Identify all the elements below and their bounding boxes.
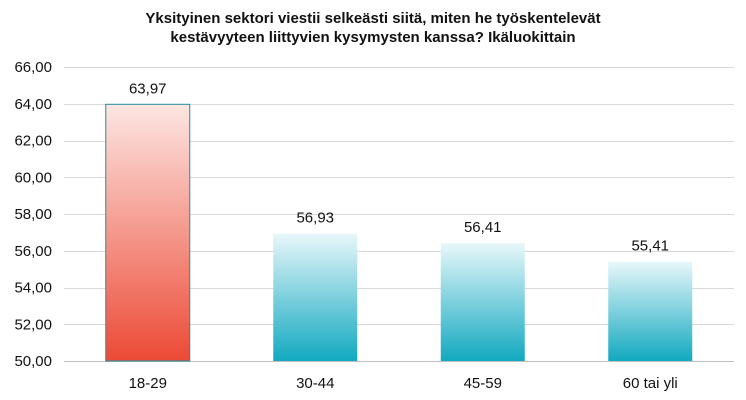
y-tick-label: 52,00 (14, 316, 52, 333)
chart-title-line-1: Yksityinen sektori viestii selkeästi sii… (145, 10, 601, 27)
data-label: 56,41 (464, 219, 502, 236)
data-label: 63,97 (129, 80, 167, 97)
bar-60-tai-yli (608, 261, 693, 361)
bar-18-29 (105, 103, 191, 362)
chart-title: Yksityinen sektori viestii selkeästi sii… (0, 9, 746, 47)
y-tick-label: 60,00 (14, 169, 52, 186)
bar-30-44 (273, 233, 358, 361)
x-axis-category-labels: 18-29 30-44 45-59 60 tai yli (129, 375, 678, 392)
data-label: 56,93 (296, 210, 334, 227)
data-label: 55,41 (631, 238, 669, 255)
y-axis-tick-labels: 50,00 52,00 54,00 56,00 58,00 60,00 62,00 64,00… (14, 59, 52, 370)
bar-45-59 (440, 243, 525, 361)
y-tick-label: 54,00 (14, 280, 52, 297)
y-tick-label: 66,00 (14, 59, 52, 76)
y-tick-label: 50,00 (14, 353, 52, 370)
y-tick-label: 58,00 (14, 206, 52, 223)
y-tick-label: 62,00 (14, 133, 52, 150)
y-tick-label: 56,00 (14, 243, 52, 260)
chart-title-line-2: kestävyyteen liittyvien kysymysten kanss… (170, 29, 576, 46)
data-labels: 63,97 56,93 56,41 55,41 (129, 80, 669, 254)
x-category-label: 60 tai yli (623, 375, 678, 392)
x-category-label: 18-29 (129, 375, 167, 392)
x-category-label: 45-59 (464, 375, 502, 392)
y-tick-label: 64,00 (14, 96, 52, 113)
x-category-label: 30-44 (296, 375, 334, 392)
bars (105, 103, 693, 362)
